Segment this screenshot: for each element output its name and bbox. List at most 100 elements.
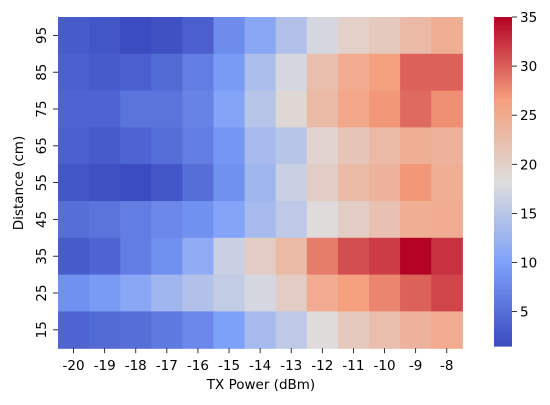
x-tick-label: -9 — [409, 358, 422, 374]
colorbar-segment — [494, 159, 512, 163]
colorbar-segment — [494, 154, 512, 158]
heatmap-cell — [431, 237, 463, 276]
colorbar-segment — [494, 132, 512, 136]
heatmap-cell — [182, 17, 215, 55]
colorbar-segment — [494, 296, 512, 300]
colorbar-segment — [494, 91, 512, 95]
colorbar-segment — [494, 38, 512, 43]
heatmap-cell — [151, 237, 183, 276]
heatmap-cell — [151, 201, 183, 239]
heatmap-cell — [306, 237, 339, 276]
colorbar-tick-label: 20 — [520, 157, 537, 173]
colorbar-segment — [494, 282, 512, 287]
heatmap-cell — [89, 201, 121, 239]
heatmap-cell — [400, 201, 432, 239]
heatmap-cell — [244, 237, 277, 276]
heatmap-cell — [244, 274, 277, 312]
colorbar-segment — [494, 82, 512, 87]
x-tick-label: -19 — [94, 358, 116, 374]
colorbar-segment — [494, 252, 512, 257]
colorbar-segment — [494, 36, 512, 40]
colorbar-segment — [494, 123, 512, 128]
colorbar-segment — [494, 299, 512, 303]
x-tick-label: -16 — [187, 358, 209, 374]
heatmap-cell — [213, 164, 246, 202]
x-tick-label: -14 — [249, 358, 271, 374]
colorbar-segment — [494, 140, 512, 144]
colorbar-segment — [494, 332, 512, 336]
heatmap-cell — [369, 90, 401, 128]
colorbar-segment — [494, 261, 512, 265]
colorbar-segment — [494, 145, 512, 150]
colorbar-segment — [494, 156, 512, 161]
colorbar-segment — [494, 126, 512, 131]
colorbar-segment — [494, 74, 512, 78]
colorbar-segment — [494, 80, 512, 84]
colorbar-segment — [494, 25, 512, 29]
x-axis-ticks: -20 -19 -18 -17 -16 -15 -14 -13 -12 -11 -10 -9 -8 — [63, 348, 453, 374]
colorbar-segment — [494, 274, 512, 279]
heatmap-cell — [58, 311, 90, 349]
heatmap-cell — [213, 90, 246, 128]
heatmap-cell — [275, 274, 308, 312]
colorbar-segment — [494, 170, 512, 174]
heatmap-cell — [306, 311, 339, 349]
colorbar-segment — [494, 255, 512, 259]
colorbar-segment — [494, 115, 512, 120]
colorbar-segment — [494, 304, 512, 309]
heatmap-cell — [275, 90, 308, 128]
colorbar-tick-label: 15 — [520, 206, 537, 222]
heatmap-cell — [306, 127, 339, 165]
x-tick-label: -20 — [63, 358, 85, 374]
heatmap-cell — [58, 201, 90, 239]
colorbar-segment — [494, 49, 512, 54]
heatmap-cell — [120, 17, 152, 55]
heatmap-cell — [244, 90, 277, 128]
colorbar-segment — [494, 69, 512, 73]
colorbar-segment — [494, 181, 512, 185]
colorbar-segment — [494, 88, 512, 92]
colorbar-segment — [494, 258, 512, 262]
heatmap-cell — [182, 127, 215, 165]
heatmap-cell — [337, 17, 370, 55]
heatmap-cell — [400, 90, 432, 128]
colorbar-segment — [494, 222, 512, 226]
heatmap-cell — [306, 17, 339, 55]
y-axis-ticks: 95 85 75 65 55 45 35 25 15 — [34, 27, 58, 338]
heatmap-cell — [431, 53, 463, 92]
heatmap-cell — [306, 274, 339, 312]
heatmap-cells — [58, 17, 463, 349]
colorbar-tick-label: 10 — [520, 256, 537, 272]
heatmap-cell — [431, 201, 463, 239]
heatmap-cell — [369, 164, 401, 202]
colorbar-segment — [494, 110, 512, 114]
heatmap-cell — [151, 90, 183, 128]
colorbar-segment — [494, 291, 512, 295]
colorbar-segment — [494, 186, 512, 191]
colorbar-segment — [494, 343, 512, 347]
heatmap-cell — [431, 311, 463, 349]
colorbar-segment — [494, 52, 512, 56]
colorbar-segment — [494, 189, 512, 194]
heatmap-cell — [58, 90, 90, 128]
colorbar-segment — [494, 137, 512, 141]
y-axis-label: Distance (cm) — [11, 136, 27, 230]
heatmap-cell — [213, 53, 246, 92]
heatmap-cell — [120, 201, 152, 239]
colorbar-segment — [494, 263, 512, 268]
colorbar-segment — [494, 178, 512, 183]
heatmap-cell — [275, 237, 308, 276]
heatmap-cell — [275, 53, 308, 92]
colorbar: 5 10 15 20 25 30 35 — [494, 10, 537, 347]
heatmap-cell — [213, 17, 246, 55]
colorbar-segment — [494, 337, 512, 342]
heatmap-cell — [431, 90, 463, 128]
colorbar-segment — [494, 203, 512, 207]
heatmap-cell — [431, 164, 463, 202]
colorbar-segment — [494, 225, 512, 229]
heatmap-cell — [400, 237, 432, 276]
heatmap-cell — [182, 237, 215, 276]
heatmap-cell — [400, 164, 432, 202]
colorbar-segment — [494, 93, 512, 98]
